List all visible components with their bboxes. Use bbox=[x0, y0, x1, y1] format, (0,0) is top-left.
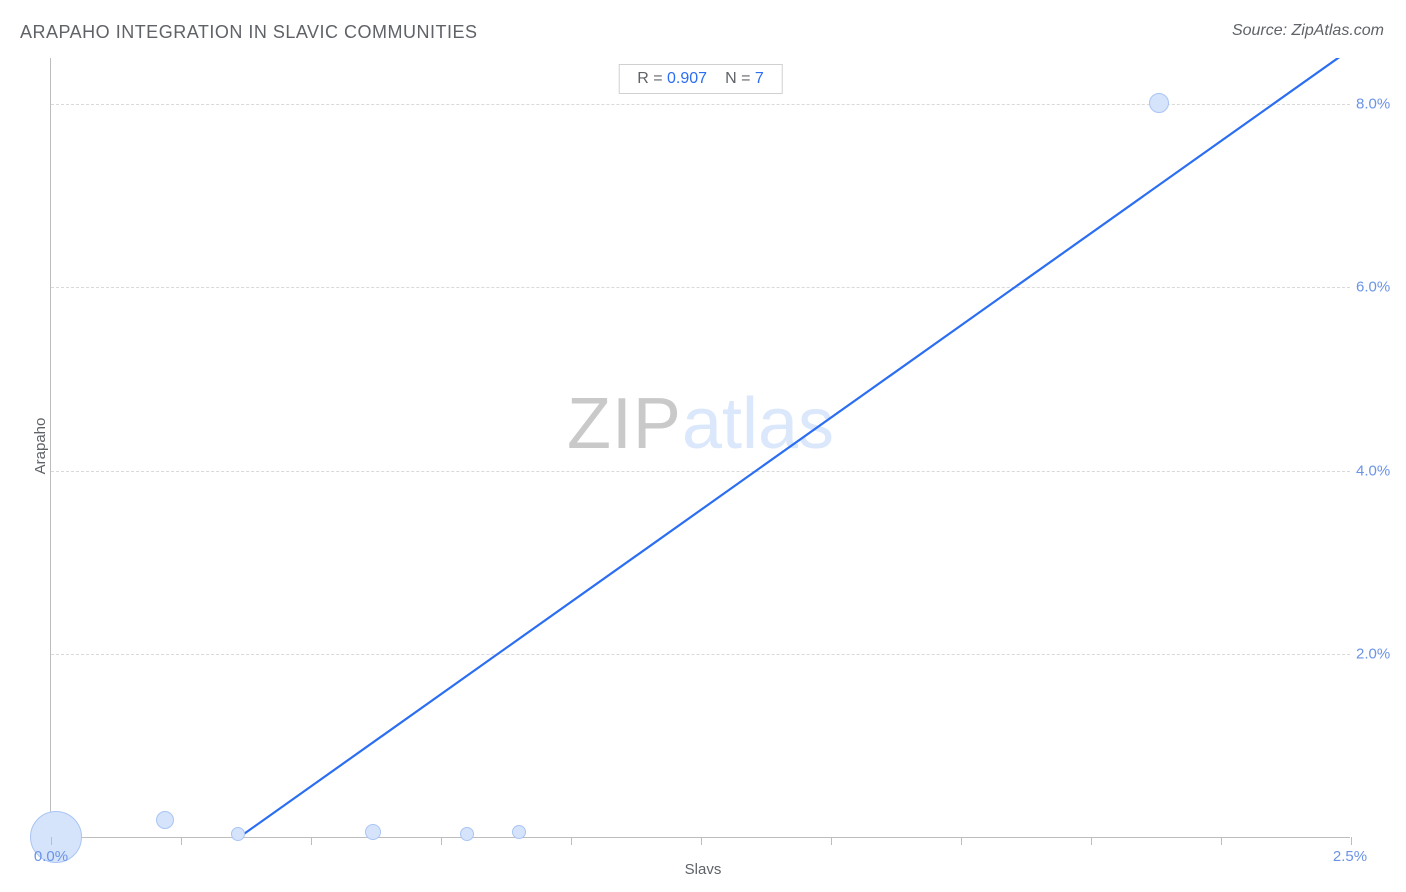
data-point[interactable] bbox=[1149, 93, 1169, 113]
data-point[interactable] bbox=[512, 825, 526, 839]
gridline bbox=[51, 654, 1350, 655]
watermark-atlas: atlas bbox=[682, 384, 834, 464]
stats-n-label: N = bbox=[725, 70, 750, 87]
data-point[interactable] bbox=[460, 827, 474, 841]
data-point[interactable] bbox=[231, 827, 245, 841]
source-attribution: Source: ZipAtlas.com bbox=[1232, 22, 1384, 40]
regression-line bbox=[51, 58, 1350, 837]
data-point[interactable] bbox=[156, 811, 174, 829]
x-axis-label: Slavs bbox=[685, 861, 722, 878]
y-tick-label: 8.0% bbox=[1356, 95, 1406, 112]
x-tick bbox=[1091, 837, 1092, 845]
x-tick bbox=[1351, 837, 1352, 845]
x-tick bbox=[961, 837, 962, 845]
x-tick bbox=[701, 837, 702, 845]
stats-r: R = 0.907 bbox=[637, 70, 707, 88]
chart-title: ARAPAHO INTEGRATION IN SLAVIC COMMUNITIE… bbox=[20, 22, 478, 43]
y-tick-label: 4.0% bbox=[1356, 462, 1406, 479]
y-axis-label: Arapaho bbox=[32, 418, 49, 475]
x-tick-label-end: 2.5% bbox=[1333, 848, 1367, 865]
x-tick bbox=[51, 837, 52, 845]
stats-r-value: 0.907 bbox=[667, 70, 707, 87]
x-tick bbox=[181, 837, 182, 845]
plot-area: ZIPatlas 2.0%4.0%6.0%8.0% 0.0% 2.5% R = … bbox=[50, 58, 1350, 838]
x-tick bbox=[831, 837, 832, 845]
stats-n: N = 7 bbox=[725, 70, 764, 88]
data-point[interactable] bbox=[365, 824, 381, 840]
x-tick bbox=[441, 837, 442, 845]
stats-box: R = 0.907 N = 7 bbox=[618, 64, 783, 94]
y-tick-label: 6.0% bbox=[1356, 279, 1406, 296]
x-tick bbox=[571, 837, 572, 845]
watermark: ZIPatlas bbox=[567, 383, 834, 465]
y-tick-label: 2.0% bbox=[1356, 646, 1406, 663]
stats-r-label: R = bbox=[637, 70, 662, 87]
watermark-zip: ZIP bbox=[567, 384, 682, 464]
stats-n-value: 7 bbox=[755, 70, 764, 87]
x-tick bbox=[1221, 837, 1222, 845]
gridline bbox=[51, 287, 1350, 288]
x-tick-label-start: 0.0% bbox=[34, 848, 68, 865]
x-tick bbox=[311, 837, 312, 845]
gridline bbox=[51, 471, 1350, 472]
